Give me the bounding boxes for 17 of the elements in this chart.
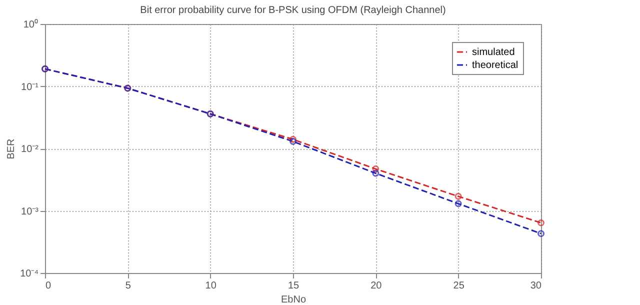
- x-tick-label: 15: [288, 280, 300, 292]
- y-tick-label: 10⁻⁴: [20, 268, 38, 280]
- x-tick-label: 5: [125, 280, 132, 292]
- y-tick-label: 10⁻³: [21, 206, 40, 218]
- y-tick-label: 10⁰: [23, 18, 38, 30]
- y-tick-label: 10⁻¹: [21, 82, 40, 93]
- legend-label: simulated: [472, 47, 515, 58]
- y-tick-label: 10⁻²: [21, 144, 40, 155]
- x-axis-title: EbNo: [280, 294, 306, 305]
- x-tick-label: 20: [370, 280, 382, 292]
- x-tick-label: 30: [530, 280, 542, 292]
- y-axis-title: BER: [6, 138, 18, 160]
- chart-title: Bit error probability curve for B-PSK using OFDM (Rayleigh Channel): [140, 5, 446, 16]
- x-tick-label: 0: [46, 280, 52, 292]
- legend-label: theoretical: [472, 60, 518, 71]
- x-tick-label: 25: [453, 280, 465, 292]
- x-tick-label: 10: [205, 280, 217, 292]
